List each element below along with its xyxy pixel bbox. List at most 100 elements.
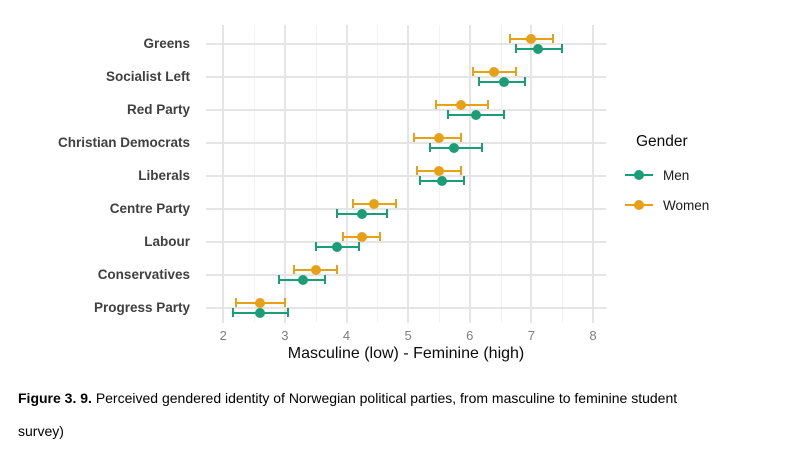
legend-key-women (625, 199, 653, 211)
gridline-row (206, 207, 606, 210)
y-axis-label: Centre Party (109, 200, 190, 216)
y-axis-label: Christian Democrats (57, 134, 190, 150)
error-bar-cap (459, 133, 462, 142)
x-tick-label: 5 (404, 328, 412, 343)
x-tick-label: 2 (219, 328, 227, 343)
gridline-row (206, 273, 606, 276)
data-point (498, 76, 509, 87)
gridline-minor (500, 25, 502, 323)
error-bar-cap (293, 265, 296, 274)
error-bar-cap (416, 166, 419, 175)
caption-line-2: survey) (18, 423, 64, 439)
y-axis-label: Conservatives (97, 266, 190, 282)
gridline-major (530, 25, 533, 323)
legend-key-dot (634, 170, 644, 180)
gridline-row (206, 75, 606, 78)
x-axis-title: Masculine (low) - Feminine (high) (287, 345, 525, 362)
error-bar-cap (515, 67, 517, 76)
x-tick-label: 8 (589, 328, 597, 343)
legend-item-label: Men (663, 167, 690, 183)
error-bar-cap (342, 232, 345, 241)
gridline-major (592, 25, 595, 323)
error-bar-cap (419, 176, 422, 185)
gridline-minor (377, 25, 379, 323)
error-bar-cap (336, 209, 339, 218)
error-bar-cap (481, 143, 484, 152)
error-bar-cap (515, 44, 517, 53)
error-bar-cap (502, 110, 505, 119)
error-bar-cap (314, 242, 317, 251)
data-point (470, 109, 481, 120)
x-tick-label: 3 (281, 328, 289, 343)
gridline-major (345, 25, 348, 323)
y-axis-label: Greens (143, 35, 190, 51)
error-bar-cap (323, 275, 326, 284)
error-bar-cap (413, 133, 416, 142)
gridline-row (206, 306, 606, 309)
gridline-row (206, 108, 606, 111)
caption-line-1: Figure 3. 9. Perceived gendered identity… (18, 390, 798, 406)
data-point (455, 99, 466, 110)
error-bar-cap (561, 44, 564, 53)
x-tick-label: 6 (466, 328, 474, 343)
error-bar-cap (447, 110, 450, 119)
gridline-minor (315, 25, 317, 323)
y-axis-label: Labour (144, 233, 190, 249)
gridline-row (206, 141, 606, 144)
gridline-row (206, 174, 606, 177)
error-bar-cap (234, 298, 237, 307)
error-bar-cap (434, 100, 437, 109)
data-point (532, 43, 543, 54)
error-bar-cap (462, 176, 465, 185)
legend-items: Men Women (625, 165, 709, 215)
error-bar-cap (428, 143, 431, 152)
x-tick-label: 7 (527, 328, 536, 343)
gridline-row (206, 42, 606, 45)
error-bar-cap (394, 199, 397, 208)
error-bar-cap (385, 209, 388, 218)
data-point (255, 297, 266, 308)
gridline-minor (254, 25, 256, 323)
error-bar-cap (357, 242, 360, 251)
data-point (433, 132, 444, 143)
legend-item-label: Women (663, 197, 710, 213)
error-bar-cap (524, 77, 527, 86)
data-point (255, 307, 266, 318)
gridline-major (222, 25, 225, 323)
data-point (526, 33, 537, 44)
error-bar-cap (471, 67, 474, 76)
gridline-minor (562, 25, 564, 323)
data-point (369, 198, 380, 209)
error-bar-cap (551, 34, 554, 43)
legend-item: Women (625, 195, 709, 215)
data-point (332, 241, 343, 252)
y-axis-label: Socialist Left (105, 68, 190, 84)
error-bar-cap (283, 298, 286, 307)
caption-text: Perceived gendered identity of Norwegian… (95, 390, 678, 406)
gridline-row (206, 240, 606, 243)
error-bar-cap (478, 77, 481, 86)
error-bar-cap (379, 232, 382, 241)
legend-title: Gender (636, 133, 688, 150)
data-point (489, 66, 500, 77)
gridline-major (468, 25, 471, 323)
gridline-major (283, 25, 286, 323)
error-bar-cap (351, 199, 354, 208)
caption-label: Figure 3. 9. (18, 390, 92, 406)
error-bar-cap (336, 265, 339, 274)
data-point (449, 142, 460, 153)
data-point (437, 175, 448, 186)
data-point (298, 274, 309, 285)
error-bar-cap (459, 166, 462, 175)
legend: Gender Men Women (625, 133, 709, 225)
legend-key-dot (634, 200, 644, 210)
legend-key-men (625, 169, 653, 181)
error-bar-cap (231, 308, 234, 317)
y-axis-label: Liberals (138, 167, 190, 183)
x-tick-label: 4 (342, 328, 351, 343)
data-point (433, 165, 444, 176)
plot-panel (206, 25, 606, 323)
error-bar-cap (487, 100, 490, 109)
data-point (356, 231, 367, 242)
